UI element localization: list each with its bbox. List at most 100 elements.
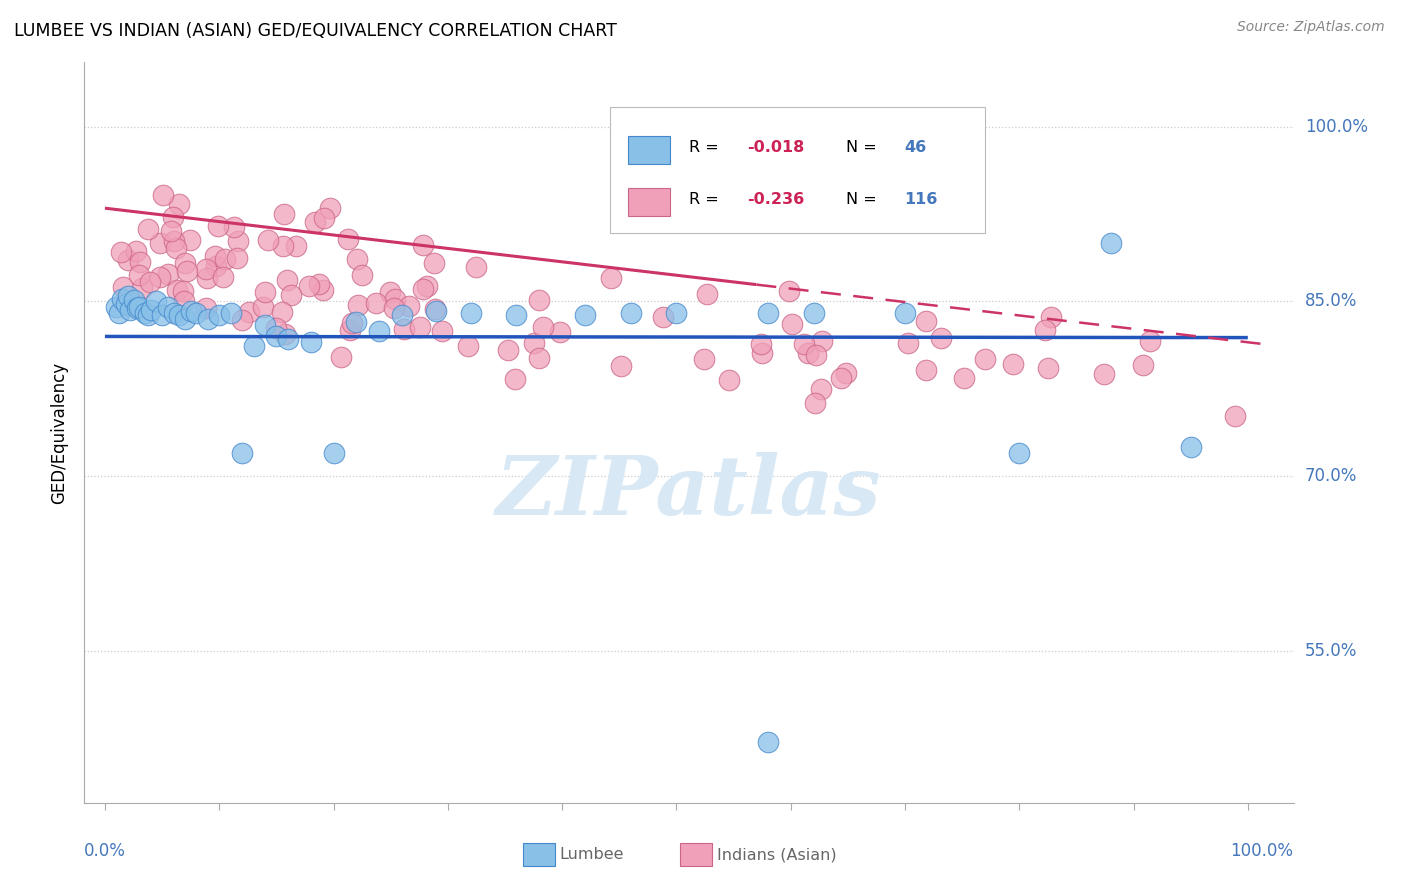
Point: [219, 306, 242, 320]
Point: [496, 343, 519, 358]
Point: [797, 346, 820, 360]
Point: [195, 271, 218, 285]
Point: [751, 346, 773, 360]
Point: [953, 371, 976, 385]
Point: [1092, 368, 1115, 382]
Text: LUMBEE VS INDIAN (ASIAN) GED/EQUIVALENCY CORRELATION CHART: LUMBEE VS INDIAN (ASIAN) GED/EQUIVALENCY…: [14, 22, 617, 40]
Point: [340, 316, 363, 330]
Point: [416, 279, 439, 293]
Point: [270, 305, 292, 319]
Point: [312, 283, 335, 297]
Point: [894, 306, 917, 320]
Point: [409, 319, 432, 334]
Point: [280, 288, 302, 302]
Point: [195, 301, 218, 315]
Point: [1180, 440, 1202, 454]
Point: [166, 283, 188, 297]
Point: [1139, 334, 1161, 348]
Point: [186, 306, 208, 320]
Point: [1040, 310, 1063, 324]
Point: [149, 270, 172, 285]
Point: [1008, 446, 1031, 460]
Point: [756, 735, 779, 749]
Point: [620, 306, 643, 320]
Point: [110, 245, 132, 260]
Point: [412, 282, 434, 296]
Point: [273, 206, 295, 220]
Point: [548, 325, 571, 339]
Point: [114, 297, 136, 311]
Point: [318, 202, 340, 216]
Point: [599, 270, 621, 285]
Point: [224, 220, 246, 235]
Point: [505, 309, 527, 323]
Point: [117, 288, 139, 302]
Text: 70.0%: 70.0%: [1305, 467, 1357, 485]
Point: [398, 299, 420, 313]
Point: [778, 284, 800, 298]
Text: Lumbee: Lumbee: [560, 847, 624, 863]
Point: [830, 371, 852, 385]
Point: [204, 259, 226, 273]
Point: [665, 306, 688, 320]
Point: [364, 296, 387, 310]
Point: [173, 294, 195, 309]
Point: [460, 306, 482, 320]
Point: [139, 302, 162, 317]
Point: [1002, 358, 1025, 372]
Point: [254, 285, 277, 299]
Point: [384, 292, 406, 306]
Point: [111, 292, 134, 306]
Point: [897, 336, 920, 351]
Text: Indians (Asian): Indians (Asian): [717, 847, 837, 863]
Point: [423, 302, 446, 317]
Point: [322, 446, 344, 460]
Point: [835, 366, 858, 380]
Point: [174, 312, 197, 326]
FancyBboxPatch shape: [610, 107, 986, 233]
Point: [128, 300, 150, 314]
Point: [330, 350, 353, 364]
Point: [150, 309, 173, 323]
Text: R =: R =: [689, 140, 724, 155]
Point: [391, 309, 413, 323]
Point: [392, 322, 415, 336]
Point: [412, 238, 434, 252]
Text: 55.0%: 55.0%: [1305, 642, 1357, 660]
Point: [214, 252, 236, 266]
FancyBboxPatch shape: [628, 188, 669, 216]
Text: 46: 46: [904, 140, 927, 155]
Point: [914, 363, 936, 377]
Text: 85.0%: 85.0%: [1305, 293, 1357, 310]
Point: [169, 196, 191, 211]
Point: [915, 314, 938, 328]
Point: [285, 239, 308, 253]
Point: [430, 324, 453, 338]
Point: [344, 315, 367, 329]
Point: [1132, 358, 1154, 372]
Point: [207, 219, 229, 234]
Point: [314, 211, 336, 226]
Point: [1036, 360, 1059, 375]
Text: R =: R =: [689, 192, 724, 207]
Point: [276, 272, 298, 286]
Point: [128, 268, 150, 282]
Point: [231, 446, 253, 460]
Point: [810, 334, 832, 348]
Point: [139, 276, 162, 290]
Point: [527, 293, 550, 307]
Point: [274, 326, 297, 341]
Point: [347, 298, 370, 312]
Point: [717, 373, 740, 387]
Point: [696, 287, 718, 301]
Point: [252, 300, 274, 314]
Point: [609, 359, 631, 374]
Point: [308, 277, 330, 291]
Point: [756, 306, 779, 320]
Point: [299, 335, 322, 350]
Point: [172, 284, 194, 298]
FancyBboxPatch shape: [681, 843, 711, 866]
Point: [162, 235, 184, 249]
Point: [273, 239, 295, 253]
Point: [264, 321, 287, 335]
